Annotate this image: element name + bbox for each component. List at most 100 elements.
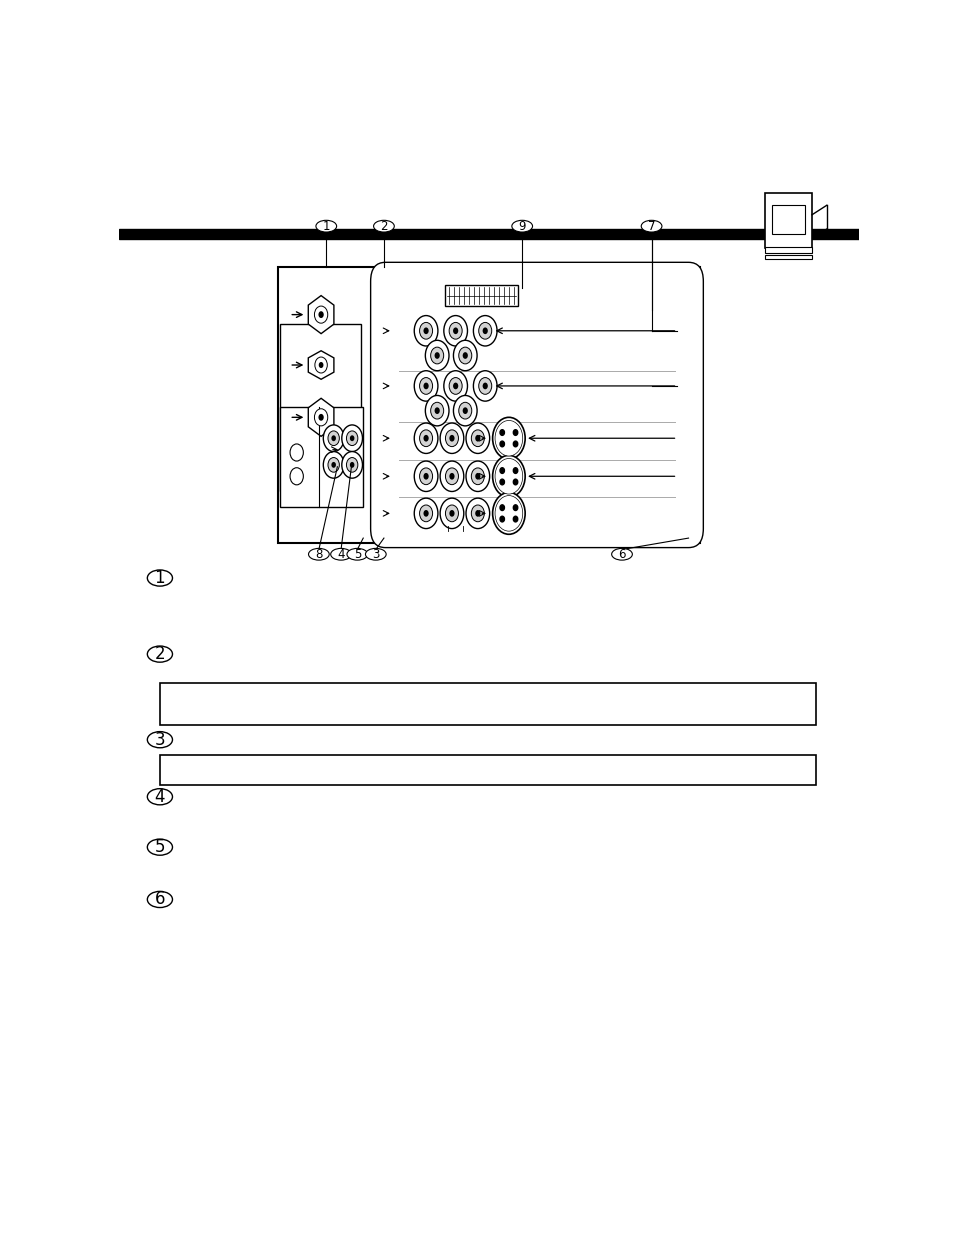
Circle shape <box>314 409 328 426</box>
Circle shape <box>323 452 344 478</box>
Bar <box>280 406 363 506</box>
Circle shape <box>419 468 432 484</box>
Circle shape <box>414 316 437 346</box>
Circle shape <box>513 441 517 447</box>
Ellipse shape <box>640 220 661 232</box>
Circle shape <box>419 505 432 521</box>
Circle shape <box>471 505 484 521</box>
Circle shape <box>445 430 458 447</box>
Circle shape <box>495 495 522 531</box>
Circle shape <box>492 456 524 498</box>
Circle shape <box>419 378 432 394</box>
Circle shape <box>414 424 437 453</box>
Circle shape <box>439 498 463 529</box>
Circle shape <box>499 468 504 473</box>
Circle shape <box>328 431 339 446</box>
Circle shape <box>414 461 437 492</box>
Ellipse shape <box>147 731 172 747</box>
Circle shape <box>465 498 489 529</box>
Text: 8: 8 <box>314 548 322 561</box>
Circle shape <box>314 357 327 373</box>
Text: 6: 6 <box>154 890 165 909</box>
Circle shape <box>513 505 517 510</box>
Circle shape <box>318 414 323 421</box>
Text: 2: 2 <box>380 220 387 232</box>
Circle shape <box>482 383 487 389</box>
Text: 1: 1 <box>154 569 165 587</box>
Circle shape <box>475 473 480 479</box>
Text: 9: 9 <box>517 220 525 232</box>
Ellipse shape <box>331 548 351 561</box>
Circle shape <box>314 306 328 324</box>
Bar <box>160 683 815 725</box>
Circle shape <box>425 395 449 426</box>
Circle shape <box>318 362 323 368</box>
Circle shape <box>341 425 362 452</box>
Circle shape <box>513 479 517 485</box>
Circle shape <box>346 431 357 446</box>
Circle shape <box>419 322 432 340</box>
Circle shape <box>462 408 467 414</box>
Circle shape <box>423 435 428 442</box>
Circle shape <box>323 425 344 452</box>
Bar <box>278 267 699 543</box>
Polygon shape <box>308 351 334 379</box>
Ellipse shape <box>315 220 336 232</box>
Circle shape <box>331 462 335 468</box>
Circle shape <box>513 430 517 436</box>
Circle shape <box>478 378 491 394</box>
Circle shape <box>350 435 355 441</box>
Text: 6: 6 <box>618 548 625 561</box>
Ellipse shape <box>347 548 367 561</box>
Circle shape <box>513 516 517 522</box>
Circle shape <box>423 510 428 516</box>
Circle shape <box>499 430 504 436</box>
Circle shape <box>439 461 463 492</box>
Circle shape <box>499 479 504 485</box>
Circle shape <box>445 468 458 484</box>
Ellipse shape <box>147 789 172 805</box>
Circle shape <box>453 341 476 370</box>
Circle shape <box>449 322 461 340</box>
FancyBboxPatch shape <box>444 285 518 306</box>
Circle shape <box>475 435 480 442</box>
Circle shape <box>346 457 357 472</box>
Circle shape <box>439 424 463 453</box>
Circle shape <box>465 424 489 453</box>
Circle shape <box>341 452 362 478</box>
Polygon shape <box>308 295 334 333</box>
Ellipse shape <box>374 220 394 232</box>
Circle shape <box>492 493 524 535</box>
Circle shape <box>445 505 458 521</box>
Circle shape <box>478 322 491 340</box>
Ellipse shape <box>147 839 172 855</box>
Circle shape <box>482 327 487 335</box>
Circle shape <box>499 516 504 522</box>
Circle shape <box>492 417 524 459</box>
Circle shape <box>475 510 480 516</box>
Circle shape <box>430 347 443 364</box>
Circle shape <box>290 468 303 485</box>
Polygon shape <box>308 399 334 436</box>
Bar <box>160 755 815 785</box>
Bar <box>280 324 360 490</box>
Bar <box>764 247 811 253</box>
Circle shape <box>495 458 522 494</box>
Circle shape <box>423 327 428 335</box>
Ellipse shape <box>308 548 329 561</box>
Circle shape <box>473 370 497 401</box>
Bar <box>119 228 858 238</box>
Circle shape <box>443 316 467 346</box>
Circle shape <box>513 468 517 473</box>
Circle shape <box>453 327 457 335</box>
Ellipse shape <box>611 548 632 561</box>
Circle shape <box>414 370 437 401</box>
Ellipse shape <box>512 220 532 232</box>
Text: 7: 7 <box>647 220 655 232</box>
Ellipse shape <box>147 646 172 662</box>
Text: 3: 3 <box>372 548 379 561</box>
Text: 4: 4 <box>154 788 165 805</box>
Bar <box>764 254 811 258</box>
Circle shape <box>465 461 489 492</box>
Circle shape <box>453 395 476 426</box>
